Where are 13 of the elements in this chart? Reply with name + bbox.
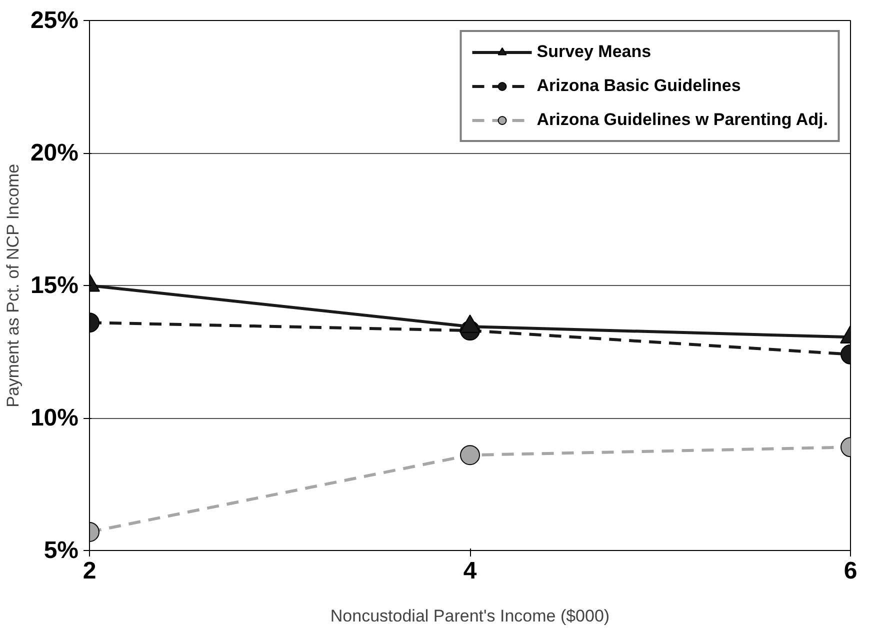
y-tick-label: 10% [30, 404, 79, 432]
y-tick-label: 15% [30, 272, 79, 299]
y-tick-label: 20% [30, 140, 79, 166]
x-tick-label: 6 [844, 558, 858, 584]
y-tick-label: 25% [30, 7, 79, 34]
x-axis-title: Noncustodial Parent's Income ($000) [330, 606, 610, 626]
y-axis-title: Payment as Pct. of NCP Income [3, 164, 22, 408]
x-tick-label: 4 [463, 558, 478, 584]
x-tick-label: 2 [82, 558, 96, 584]
legend-label: Survey Means [536, 42, 652, 62]
y-tick-label: 5% [44, 537, 78, 564]
legend-label: Arizona Basic Guidelines [536, 76, 741, 96]
legend-label: Arizona Guidelines w Parenting Adj. [536, 110, 828, 130]
